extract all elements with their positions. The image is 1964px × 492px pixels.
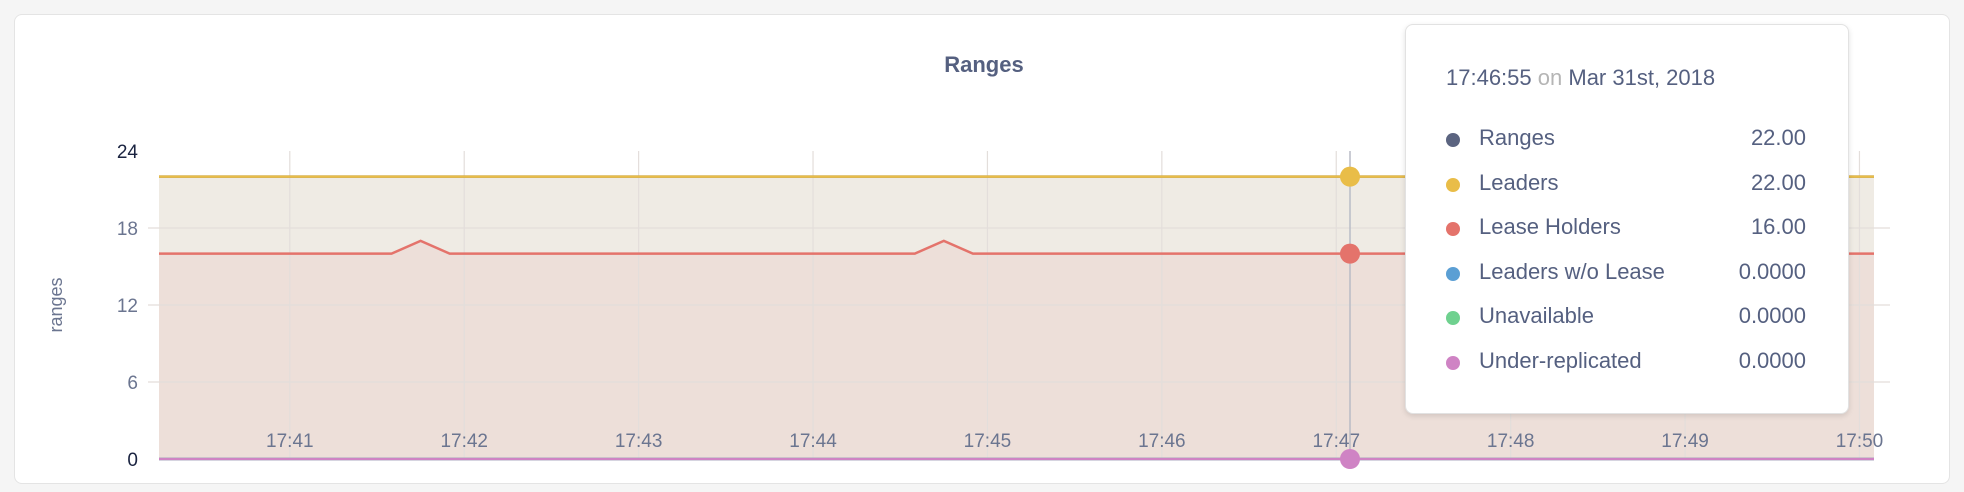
chart-tooltip: 17:46:55 on Mar 31st, 2018 Ranges 22.00 Le…	[1405, 24, 1849, 414]
tooltip-row: Leaders 22.00	[1446, 170, 1806, 200]
legend-dot-icon	[1446, 311, 1460, 326]
tooltip-label: Leaders w/o Lease	[1479, 258, 1665, 284]
tooltip-label: Unavailable	[1479, 303, 1594, 329]
tooltip-label: Under-replicated	[1479, 348, 1642, 373]
tooltip-time: 17:46:55	[1446, 65, 1532, 90]
legend-dot-icon	[1446, 177, 1460, 192]
tooltip-date: Mar 31st, 2018	[1568, 65, 1716, 90]
x-tick-label: 17:42	[440, 431, 488, 452]
chart-title: Ranges	[944, 52, 1023, 77]
legend-dot-icon	[1446, 133, 1460, 147]
x-tick-label: 17:46	[1138, 431, 1186, 452]
x-tick-label: 17:49	[1661, 431, 1709, 452]
tooltip-on: on	[1537, 65, 1563, 90]
y-tick-label: 6	[127, 373, 138, 394]
tooltip-row: Unavailable 0.0000	[1446, 303, 1806, 333]
legend-dot-icon	[1446, 266, 1460, 281]
tooltip-value: 22.00	[1750, 169, 1806, 195]
legend-dot-icon	[1446, 356, 1460, 370]
x-tick-label: 17:50	[1836, 431, 1884, 452]
tooltip-value: 0.0000	[1738, 348, 1806, 373]
y-tick-label: 18	[117, 219, 138, 240]
x-tick-label: 17:45	[964, 431, 1012, 452]
tooltip-value: 0.0000	[1738, 303, 1806, 329]
tooltip-value: 0.0000	[1738, 258, 1806, 284]
x-tick-label: 17:44	[789, 431, 837, 452]
tooltip-row: Leaders w/o Lease 0.0000	[1446, 259, 1806, 289]
x-tick-label: 17:43	[615, 431, 663, 452]
tooltip-label: Lease Holders	[1479, 214, 1621, 240]
y-tick-label: 12	[117, 296, 138, 317]
hover-marker	[1340, 166, 1360, 187]
tooltip-header: 17:46:55 on Mar 31st, 2018	[1446, 65, 1715, 91]
x-tick-label: 17:41	[266, 431, 314, 452]
hover-marker	[1340, 243, 1360, 264]
tooltip-label: Ranges	[1479, 125, 1555, 150]
y-tick-label: 24	[117, 142, 139, 163]
series-line-lease-holders	[159, 239, 1874, 255]
tooltip-value: 16.00	[1750, 214, 1806, 240]
x-tick-label: 17:47	[1312, 431, 1360, 452]
legend-dot-icon	[1446, 222, 1460, 237]
x-tick-label: 17:48	[1487, 431, 1535, 452]
tooltip-value: 22.00	[1750, 125, 1806, 150]
tooltip-label: Leaders	[1479, 169, 1559, 195]
tooltip-row: Ranges 22.00	[1446, 125, 1806, 155]
y-axis-label: ranges	[46, 277, 66, 332]
tooltip-row: Under-replicated 0.0000	[1446, 348, 1806, 378]
hover-marker	[1340, 449, 1360, 469]
y-tick-label: 0	[127, 450, 138, 471]
tooltip-row: Lease Holders 16.00	[1446, 214, 1806, 244]
